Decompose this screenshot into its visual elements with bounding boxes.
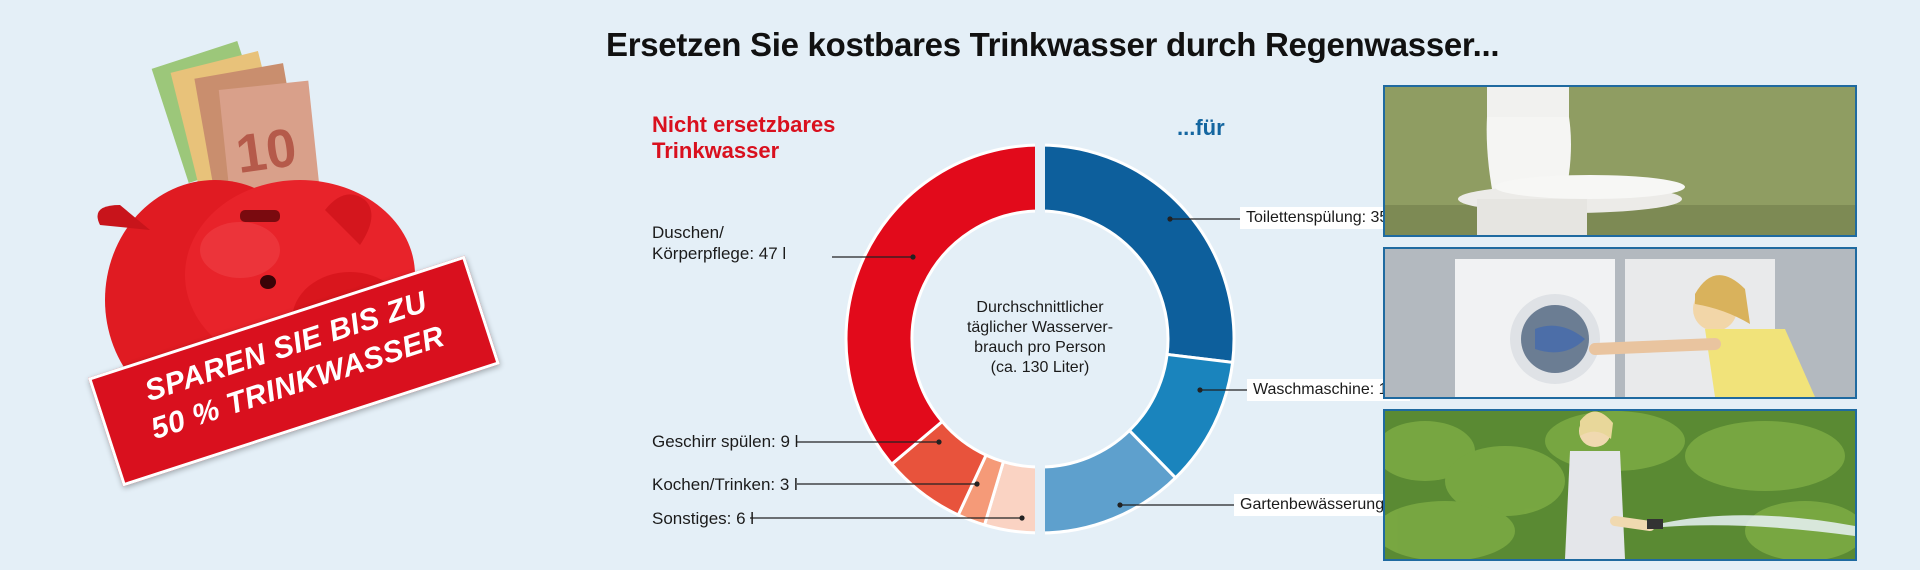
center-line-3: brauch pro Person — [974, 339, 1106, 356]
svg-text:10: 10 — [232, 117, 300, 185]
slice-duschen-körperpflege — [844, 143, 1042, 467]
label-duschen-line-2: Körperpflege: 47 l — [652, 244, 787, 263]
toilet-photo — [1383, 85, 1857, 237]
left-group-heading: Nicht ersetzbares Trinkwasser — [652, 112, 835, 164]
page-title: Ersetzen Sie kostbares Trinkwasser durch… — [606, 26, 1500, 63]
label-duschen-line-1: Duschen/ — [652, 223, 724, 242]
label-kochen: Kochen/Trinken: 3 l — [652, 475, 798, 494]
left-heading-line-1: Nicht ersetzbares — [652, 112, 836, 137]
label-toilette: Toilettenspülung: 35 l — [1240, 207, 1403, 229]
left-heading-line-2: Trinkwasser — [652, 138, 780, 163]
center-line-1: Durchschnittlicher — [976, 299, 1104, 316]
label-sonstiges: Sonstiges: 6 l — [652, 509, 755, 528]
donut-center-label: Durchschnittlicher täglicher Wasserver- … — [950, 298, 1130, 378]
center-line-2: täglicher Wasserver- — [966, 319, 1114, 336]
washing-machine-photo — [1383, 247, 1857, 399]
slice-toilettenspülung — [1038, 143, 1236, 365]
garden-watering-photo — [1383, 409, 1857, 561]
banknotes-icon: 10 — [151, 41, 322, 215]
right-group-heading: ...für — [1177, 115, 1225, 140]
label-geschirr: Geschirr spülen: 9 l — [652, 432, 799, 451]
label-duschen: Duschen/ Körperpflege: 47 l — [652, 222, 786, 264]
label-wasch: Waschmaschine: 14 l — [1247, 379, 1411, 401]
center-line-4: (ca. 130 Liter) — [990, 359, 1090, 376]
